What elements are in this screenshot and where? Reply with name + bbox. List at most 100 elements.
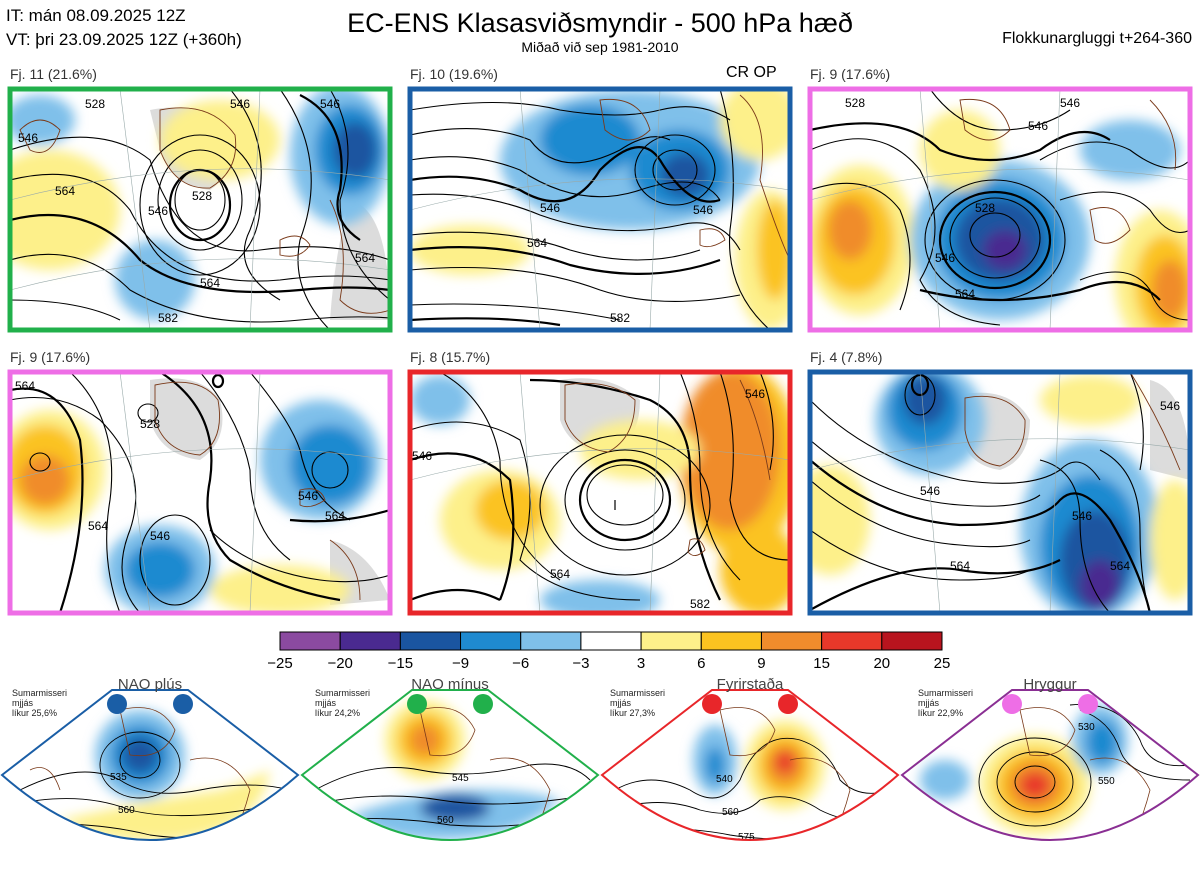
- contour-label: 546: [150, 529, 170, 543]
- legend-smoothing: mjjás: [12, 698, 34, 708]
- legend-2-dot-right: [473, 694, 493, 714]
- contour-label: 564: [1110, 559, 1130, 573]
- panel-2-border: [407, 86, 793, 333]
- initial-time: IT: mán 08.09.2025 12Z: [6, 6, 186, 25]
- colorbar-tick-label: 3: [636, 655, 646, 672]
- colorbar-swatch: [520, 631, 582, 651]
- contour-label: 546: [935, 251, 955, 265]
- contour-label: 582: [158, 311, 178, 325]
- contour-label: 528: [140, 417, 160, 431]
- panel-2-map: 546 564 546 582: [410, 89, 790, 330]
- panel-4-border: [7, 369, 393, 616]
- panel-3-label: Fj. 9 (17.6%): [810, 66, 891, 82]
- colorbar-tick-label: 15: [813, 655, 830, 672]
- colorbar-tick-label: −3: [572, 655, 590, 672]
- contour-label: 564: [325, 509, 345, 523]
- contour-label: 564: [950, 559, 970, 573]
- contour-label: 546: [148, 204, 168, 218]
- legend-contour-label: 545: [452, 773, 469, 784]
- colorbar-tick-label: −20: [327, 655, 353, 672]
- panel-1-contour-labels: 528 546 546 564 546 528 564 564 582 546: [18, 97, 375, 325]
- panel-2-cr-op: CR OP: [726, 64, 777, 81]
- legend-4-border: [900, 689, 1200, 841]
- panel-5-border: [407, 369, 793, 616]
- legend-4-dot-right: [1078, 694, 1098, 714]
- panel-3-contour-labels: 528 546 528 546 564 546: [845, 96, 1080, 301]
- panel-6-contour-labels: 546 546 564 564 546: [920, 399, 1180, 573]
- panel-5-label: Fj. 8 (15.7%): [410, 349, 491, 365]
- legend-3-info: Sumarmisseri mjjás líkur 27,3%: [610, 688, 665, 718]
- legend-contour-label: 575: [1092, 838, 1109, 849]
- contour-label: 582: [610, 311, 630, 325]
- legend-probability: líkur 25,6%: [12, 708, 58, 718]
- contour-label: 582: [690, 597, 710, 611]
- contour-label: 546: [540, 201, 560, 215]
- legend-3-border: [600, 689, 900, 841]
- legend-3-dot-right: [778, 694, 798, 714]
- legend-2-dot-left: [407, 694, 427, 714]
- contour-label: 528: [975, 201, 995, 215]
- legend-1-dot-right: [173, 694, 193, 714]
- contour-label: 564: [55, 184, 75, 198]
- colorbar-tick-label: −6: [512, 655, 530, 672]
- page-subtitle: Miðað við sep 1981-2010: [521, 39, 679, 55]
- colorbar: [279, 631, 943, 651]
- panel-1-border: [7, 86, 393, 333]
- legend-3-title: Fyrirstaða: [716, 676, 784, 693]
- contour-label: 528: [85, 97, 105, 111]
- legend-1-border: [0, 689, 300, 841]
- colorbar-tick-label: −25: [267, 655, 293, 672]
- legend-contour-label: 530: [1078, 722, 1095, 733]
- classification-window: Flokkunargluggi t+264-360: [1002, 30, 1192, 47]
- contour-label: 564: [527, 236, 547, 250]
- panel-5-map: 546 546 564 582: [410, 372, 790, 613]
- colorbar-swatch: [640, 631, 702, 651]
- panel-6-map: 546 546 564 564 546: [810, 372, 1190, 613]
- colorbar-swatch: [279, 631, 341, 651]
- legend-1-dot-left: [107, 694, 127, 714]
- contour-label: 546: [1072, 509, 1092, 523]
- contour-label: 546: [1160, 399, 1180, 413]
- legend-smoothing: mjjás: [610, 698, 632, 708]
- panel-2-label: Fj. 10 (19.6%): [410, 66, 498, 82]
- contour-label: 546: [693, 203, 713, 217]
- legend-1-title: NAO plús: [117, 676, 183, 693]
- colorbar-tick-label: −9: [451, 655, 470, 672]
- panel-4-contour-labels: 564 528 546 546 564 564: [15, 379, 345, 543]
- legend-season: Sumarmisseri: [315, 688, 371, 698]
- contour-label: 564: [355, 251, 375, 265]
- contour-label: 528: [192, 189, 212, 203]
- legend-contour-label: 560: [118, 805, 135, 816]
- panel-3-border: [807, 86, 1193, 333]
- legend-4-title: Hryggur: [1023, 676, 1077, 693]
- panel-1-label: Fj. 11 (21.6%): [10, 66, 97, 82]
- legend-season: Sumarmisseri: [610, 688, 666, 698]
- contour-label: 546: [1060, 96, 1080, 110]
- colorbar-tick-label: 9: [757, 655, 766, 672]
- legend-contour-label: 540: [716, 774, 733, 785]
- legend-contour-label: 535: [110, 772, 127, 783]
- contour-label: 528: [845, 96, 865, 110]
- legend-contour-label: 575: [447, 849, 464, 860]
- legend-1-info: Sumarmisseri mjjás líkur 25,6%: [12, 688, 67, 718]
- contour-label: 546: [1028, 119, 1048, 133]
- contour-label: 564: [550, 567, 570, 581]
- colorbar-swatch: [760, 631, 823, 651]
- legend-4-info: Sumarmisseri mjjás líkur 22,9%: [918, 688, 973, 718]
- colorbar-swatch: [700, 631, 762, 651]
- legend-4-dot-left: [1002, 694, 1022, 714]
- colorbar-tick-label: 6: [697, 655, 706, 672]
- panel-6-border: [807, 369, 1193, 616]
- colorbar-swatch: [881, 631, 943, 651]
- legend-contour-label: 560: [437, 815, 454, 826]
- panel-2-contour-labels: 546 564 546 582: [527, 201, 713, 325]
- legend-smoothing: mjjás: [315, 698, 337, 708]
- contour-label: 564: [955, 287, 975, 301]
- legend-season: Sumarmisseri: [918, 688, 974, 698]
- legend-contour-label: 575: [738, 832, 755, 843]
- contour-label: 564: [15, 379, 35, 393]
- legend-contour-label: 560: [722, 807, 739, 818]
- panel-5-contour-labels: 546 546 564 582: [412, 387, 765, 611]
- colorbar-swatch: [399, 631, 462, 651]
- colorbar-swatch: [460, 631, 522, 651]
